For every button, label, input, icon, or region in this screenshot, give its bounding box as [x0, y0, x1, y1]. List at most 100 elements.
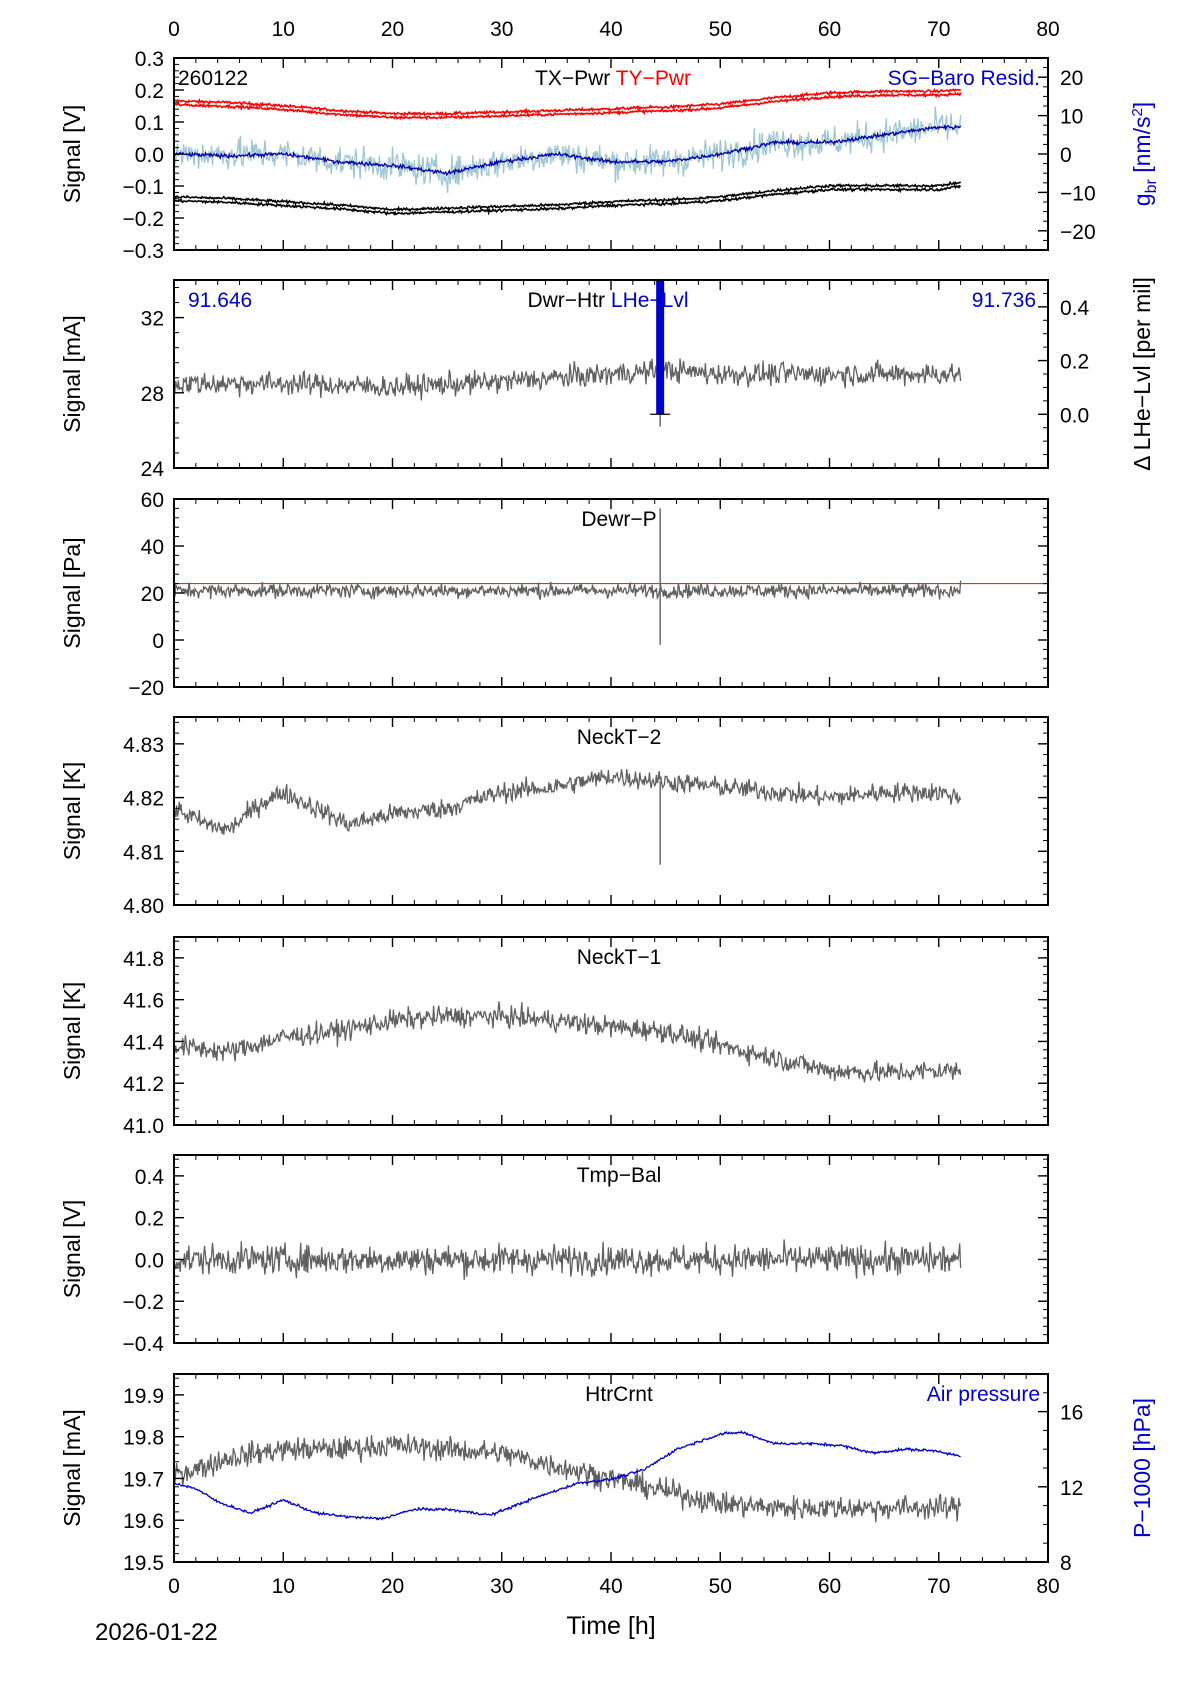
y-tick-label: 4.80: [123, 895, 164, 918]
y2-tick-label: 8: [1060, 1552, 1072, 1575]
series-1-line: [174, 1239, 962, 1280]
y-tick-label: 41.0: [123, 1115, 164, 1138]
plot-area: [174, 1239, 962, 1280]
y-tick-label: 0.2: [135, 80, 164, 103]
y2-axis-label: gbr [nm/s2]: [1129, 102, 1160, 206]
y-tick-label: 19.9: [123, 1385, 164, 1408]
panel-1: −0.3 −0.2 −0.1 0.0 0.1 0.2 0.3 Signal [V] −20 −10…: [59, 48, 1160, 263]
panel-5: 41.0 41.2 41.4 41.6 41.8 Signal [K] NeckT−1: [59, 936, 1049, 1138]
series-1-line: [174, 358, 962, 401]
x-tick-label-bottom: 70: [927, 1575, 950, 1598]
x-tick-label-bottom: 80: [1036, 1575, 1059, 1598]
y-axis-label: Signal [mA]: [59, 315, 85, 433]
panel-7: 19.5 19.6 19.7 19.8 19.9 Signal [mA] 8 12 16 P−10…: [59, 1373, 1155, 1575]
panel-title-part: TX−Pwr: [535, 67, 610, 90]
series-1-line-1: [174, 87, 962, 117]
y-tick-label: 0.0: [135, 1249, 164, 1272]
y-tick-label: 24: [141, 458, 165, 481]
y-tick-label: 4.82: [123, 788, 164, 811]
y2-axis-label: P−1000 [hPa]: [1129, 1398, 1155, 1538]
y-axis-label: Signal [mA]: [59, 1409, 85, 1527]
y2-axis-label: Δ LHe−Lvl [per mil]: [1129, 277, 1155, 471]
panel-title: HtrCrnt: [585, 1383, 653, 1406]
series-1-line: [174, 580, 962, 601]
panel-title: Dewr−P: [581, 508, 656, 531]
y2-tick-label: 0.4: [1060, 297, 1090, 320]
y-tick-label: −0.4: [123, 1333, 165, 1356]
panel-6: −0.4 −0.2 0.0 0.2 0.4 Signal [V] Tmp−Bal: [59, 1154, 1049, 1356]
plot-area: [174, 1430, 962, 1523]
panel-title-part: Tmp−Bal: [577, 1164, 662, 1187]
panel-right-corner-text: 91.736: [972, 289, 1036, 312]
y2-tick-label: 16: [1060, 1402, 1083, 1425]
series-4-line: [174, 124, 962, 177]
panel-title: TX−Pwr TY−Pwr: [535, 67, 691, 90]
plot-area: [174, 769, 962, 865]
lhe-level-bar: [656, 280, 665, 415]
panel-2: 24 28 32 Signal [mA] 0.0 0.2 0.4 Δ LHe−Lvl [per…: [59, 277, 1155, 481]
x-tick-label-bottom: 0: [168, 1575, 180, 1598]
y-tick-label: 0.0: [135, 144, 164, 167]
panel-title: NeckT−1: [577, 946, 662, 969]
panel-3: −20 0 20 40 60 Signal [Pa] Dewr−P: [59, 489, 1049, 700]
panel-title-part: TY−Pwr: [610, 67, 691, 90]
series-1-line: [174, 769, 962, 835]
y-tick-label: 41.6: [123, 990, 164, 1013]
y-tick-label: 19.8: [123, 1427, 164, 1450]
series-2-line-2: [174, 184, 962, 217]
y-tick-label: 0.1: [135, 112, 164, 135]
y-tick-label: −20: [128, 677, 164, 700]
y2-tick-label: −20: [1060, 221, 1096, 244]
panel-4: 4.80 4.81 4.82 4.83 Signal [K] NeckT−2: [59, 716, 1049, 918]
y2-tick-label: 0.0: [1060, 404, 1089, 427]
y-axis-label: Signal [V]: [59, 1200, 85, 1298]
x-tick-label-top: 70: [927, 18, 950, 41]
x-axis-label: Time [h]: [566, 1612, 655, 1640]
y-tick-label: 0.2: [135, 1208, 164, 1231]
y2-tick-label: 12: [1060, 1477, 1083, 1500]
panel-title-part: NeckT−2: [577, 726, 662, 749]
y2-label-end: ]: [1129, 102, 1155, 108]
x-tick-label-top: 0: [168, 18, 180, 41]
y-tick-label: 41.8: [123, 948, 164, 971]
y-tick-label: −0.3: [123, 240, 164, 263]
series-1-line: [174, 1001, 962, 1083]
y2-tick-label: 10: [1060, 106, 1083, 129]
series-1-line-2: [174, 91, 962, 121]
y-tick-label: 41.2: [123, 1073, 164, 1096]
panel-left-corner-text: 260122: [178, 67, 248, 90]
y2-label-sub: br: [1143, 179, 1160, 194]
panel-right-text: SG−Baro Resid.: [888, 67, 1040, 90]
panel-title: Tmp−Bal: [577, 1164, 662, 1187]
panel-title: NeckT−2: [577, 726, 662, 749]
x-tick-label-bottom: 40: [599, 1575, 622, 1598]
panel-title-part: Dwr−Htr: [527, 289, 605, 312]
x-tick-label-top: 80: [1036, 18, 1059, 41]
plot-area: [174, 87, 962, 217]
panel-left-corner-text: 91.646: [188, 289, 252, 312]
y-tick-label: 19.7: [123, 1468, 164, 1491]
x-tick-label-top: 40: [599, 18, 622, 41]
panel-title-part: LHe−Lvl: [605, 289, 688, 312]
y-tick-label: 40: [141, 536, 164, 559]
x-tick-label-top: 30: [490, 18, 513, 41]
series-3-line: [174, 106, 962, 193]
y-tick-label: −0.1: [123, 176, 164, 199]
y-tick-label: 19.5: [123, 1552, 164, 1575]
x-tick-label-bottom: 20: [381, 1575, 404, 1598]
y-tick-label: 0.4: [135, 1166, 165, 1189]
plot-area: [174, 280, 962, 427]
x-tick-label-top: 20: [381, 18, 404, 41]
y-tick-label: 28: [141, 383, 164, 406]
x-tick-label-bottom: 60: [818, 1575, 841, 1598]
panel-right-text: Air pressure: [927, 1383, 1040, 1406]
date-label: 2026-01-22: [95, 1619, 218, 1646]
y-axis-label: Signal [K]: [59, 762, 85, 860]
panel-title-part: Dewr−P: [581, 508, 656, 531]
y-tick-label: 60: [141, 489, 164, 512]
y2-tick-label: −10: [1060, 182, 1096, 205]
panel-title-part: NeckT−1: [577, 946, 662, 969]
x-tick-label-top: 50: [709, 18, 732, 41]
y-axis-label: Signal [Pa]: [59, 537, 85, 648]
x-tick-label-top: 60: [818, 18, 841, 41]
